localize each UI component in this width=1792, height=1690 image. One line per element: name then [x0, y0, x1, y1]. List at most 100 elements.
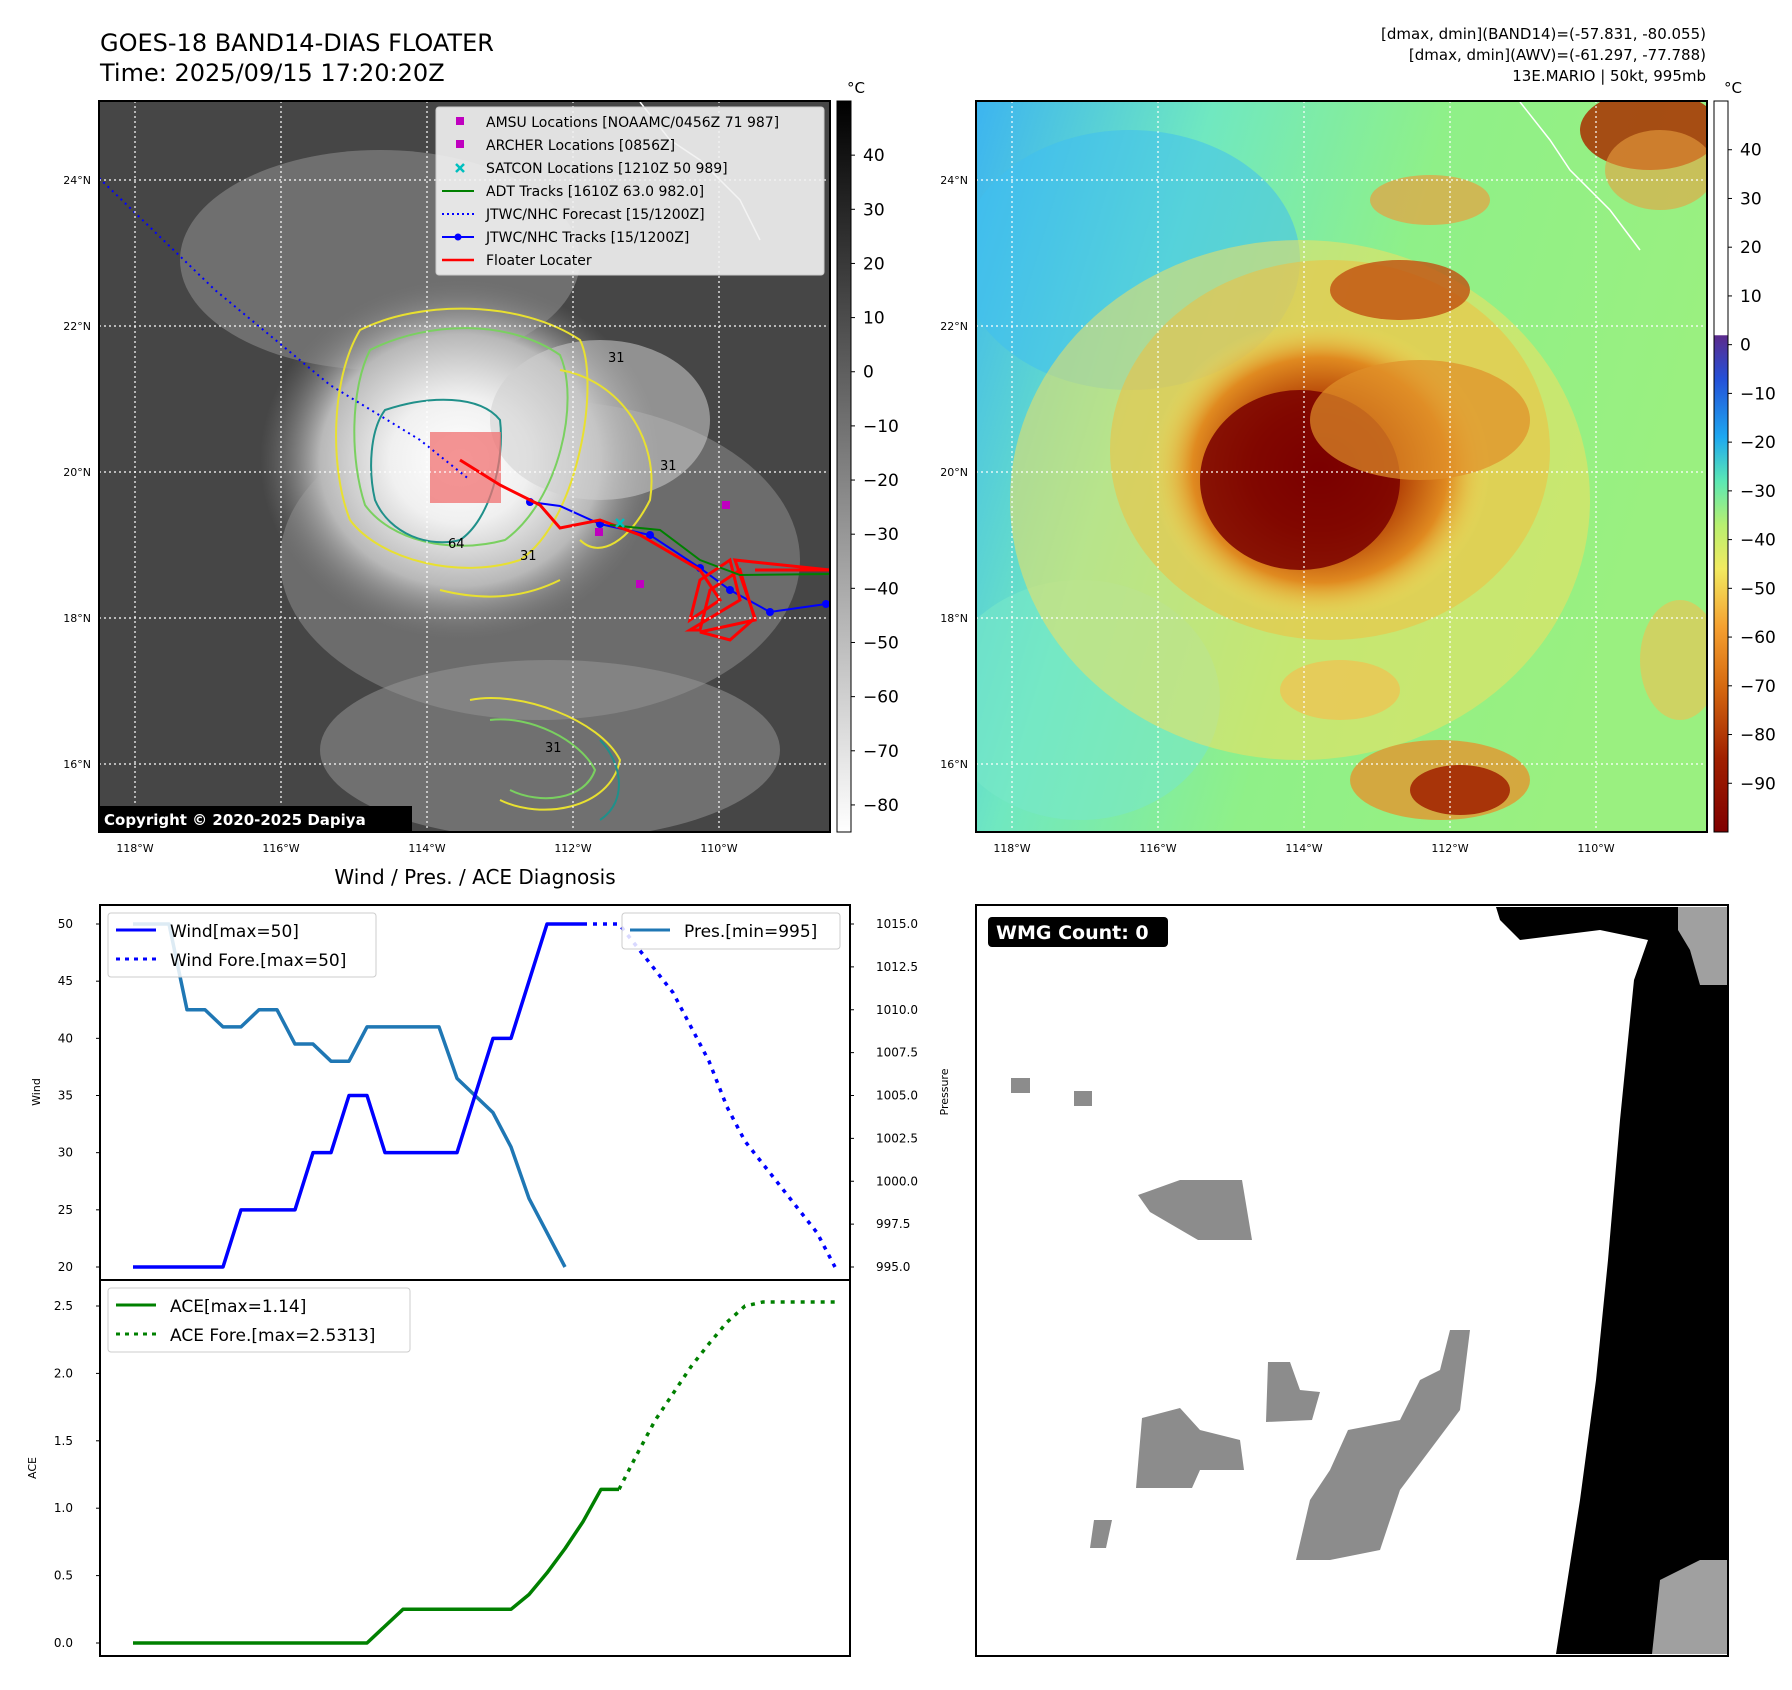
colorbar-tick-label: 30: [1740, 189, 1762, 209]
colorbar2: [1713, 100, 1729, 833]
contour-label-2: 31: [520, 549, 537, 564]
info-awv: [dmax, dmin](AWV)=(-61.297, -77.788): [1409, 46, 1706, 64]
wmg-panel: WMG Count: 0: [975, 904, 1729, 1657]
colorbar-tick-label: −70: [863, 742, 899, 762]
legend-amsu-icon: [456, 117, 464, 125]
wind-plot: [133, 922, 837, 1269]
figure-title: GOES-18 BAND14-DIAS FLOATER: [100, 29, 494, 57]
colorbar-tick-label: −60: [863, 688, 899, 708]
lon-tick-label: 118°W: [116, 842, 153, 855]
lon-tick-label: 110°W: [1577, 842, 1614, 855]
legend-tracks: JTWC/NHC Tracks [15/1200Z]: [485, 230, 689, 246]
pressure-tick-label: 1005.0: [876, 1089, 918, 1103]
colorbar-tick-label: −30: [863, 525, 899, 545]
colorbar-tick-label: −70: [1740, 677, 1776, 697]
wind-tick-label: 25: [58, 1203, 73, 1217]
pressure-tick-label: 1000.0: [876, 1174, 918, 1188]
colorbar2-unit: °C: [1724, 79, 1742, 97]
adt-track: [609, 524, 830, 577]
colorbar-tick-label: −10: [1740, 384, 1776, 404]
lat-tick-label: 16°N: [63, 758, 91, 771]
legend-satcon-icon: [455, 163, 465, 173]
wind-tick-label: 50: [58, 917, 73, 931]
ir-lat-labels: 24°N 22°N 20°N 18°N 16°N: [63, 174, 91, 771]
lat-tick-label: 24°N: [63, 174, 91, 187]
colorbar-tick-label: −20: [863, 471, 899, 491]
lon-tick-label: 114°W: [408, 842, 445, 855]
colorbar-tick-label: −40: [863, 579, 899, 599]
lon-tick-label: 116°W: [1139, 842, 1176, 855]
wind-tick-label: 40: [58, 1031, 73, 1045]
legend-archer-icon: [456, 140, 464, 148]
contour-label-4: 31: [660, 459, 677, 474]
lon-tick-label: 110°W: [700, 842, 737, 855]
wind-forecast-line: [583, 922, 837, 1268]
amsu-marker: [722, 501, 730, 509]
colorbar2-ticks: 40 30 20 10 0 −10 −20 −30 −40 −50 −60 −70 −80 −90: [1728, 141, 1776, 794]
legend-archer: ARCHER Locations [0856Z]: [486, 138, 675, 154]
wmg-count: WMG Count: 0: [996, 922, 1149, 944]
lat-tick-label: 16°N: [940, 758, 968, 771]
pressure-ylabel: Pressure: [938, 1068, 951, 1115]
colorbar-tick-label: 0: [1740, 336, 1751, 356]
colorbar-tick-label: −80: [863, 796, 899, 816]
ace-tick-label: 0.5: [54, 1569, 73, 1583]
pressure-tick-label: 1012.5: [876, 960, 918, 974]
colorbar-tick-label: 40: [1740, 141, 1762, 161]
colorbar1-ticks: 40 30 20 10 0 −10 −20 −30 −40 −50 −60 −70 −80: [851, 146, 899, 816]
ace-tick-label: 1.5: [54, 1434, 73, 1448]
pressure-tick-label: 997.5: [876, 1217, 910, 1231]
figure-time: Time: 2025/09/15 17:20:20Z: [99, 59, 445, 87]
contour-label-5: 31: [545, 741, 562, 756]
colorbar-tick-label: 40: [863, 146, 885, 166]
ace-tick-label: 1.0: [54, 1501, 73, 1515]
awv-map-panel: 24°N 22°N 20°N 18°N 16°N 118°W 116°W 114°W 112°…: [940, 79, 1776, 855]
lon-tick-label: 118°W: [993, 842, 1030, 855]
lon-tick-label: 112°W: [1431, 842, 1468, 855]
lat-tick-label: 22°N: [940, 320, 968, 333]
ir-lon-labels: 118°W 116°W 114°W 112°W 110°W: [116, 842, 737, 855]
lat-tick-label: 18°N: [63, 612, 91, 625]
colorbar-tick-label: 10: [1740, 287, 1762, 307]
wmg-black-region: [1496, 907, 1727, 1654]
lon-tick-label: 116°W: [262, 842, 299, 855]
pressure-tick-label: 1002.5: [876, 1131, 918, 1145]
wind-tick-label: 20: [58, 1260, 73, 1274]
lat-tick-label: 20°N: [63, 466, 91, 479]
legend-amsu: AMSU Locations [NOAAMC/0456Z 71 987]: [486, 115, 779, 131]
colorbar1: [836, 100, 852, 833]
colorbar-tick-label: −60: [1740, 628, 1776, 648]
floater-box: [430, 432, 501, 503]
awv-lat-labels: 24°N 22°N 20°N 18°N 16°N: [940, 174, 968, 771]
wmg-gray-blobs: [1011, 1078, 1470, 1560]
lat-tick-label: 24°N: [940, 174, 968, 187]
colorbar-tick-label: 0: [863, 363, 874, 383]
ace-ylabel: ACE: [26, 1457, 39, 1479]
pressure-ticks: 1015.0 1012.5 1010.0 1007.5 1005.0 1002.5 1000…: [850, 917, 918, 1274]
legend-adt: ADT Tracks [1610Z 63.0 982.0]: [486, 184, 704, 200]
lat-tick-label: 20°N: [940, 466, 968, 479]
pressure-tick-label: 995.0: [876, 1260, 910, 1274]
wind-legend: Wind[max=50] Wind Fore.[max=50]: [107, 912, 377, 978]
pressure-line: [133, 922, 567, 1268]
wind-line: [133, 922, 583, 1269]
contour-label-1: 64: [448, 537, 465, 552]
wind-ylabel: Wind: [30, 1078, 43, 1106]
lat-tick-label: 18°N: [940, 612, 968, 625]
awv-gridlines: [976, 101, 1707, 832]
colorbar-tick-label: −80: [1740, 726, 1776, 746]
pressure-tick-label: 1007.5: [876, 1046, 918, 1060]
legend-pressure: Pres.[min=995]: [684, 922, 817, 942]
ace-tick-label: 2.5: [54, 1299, 73, 1313]
pressure-tick-label: 1010.0: [876, 1003, 918, 1017]
colorbar-tick-label: −90: [1740, 774, 1776, 794]
ace-ticks: 2.5 2.0 1.5 1.0 0.5 0.0: [54, 1299, 100, 1650]
diagnosis-panel: Wind / Pres. / ACE Diagnosis Wind Pressu…: [26, 865, 951, 1657]
legend-wind: Wind[max=50]: [170, 922, 299, 942]
info-band14: [dmax, dmin](BAND14)=(-57.831, -80.055): [1381, 25, 1706, 43]
colorbar-tick-label: 10: [863, 309, 885, 329]
wind-tick-label: 45: [58, 974, 73, 988]
legend-ace-fore: ACE Fore.[max=2.5313]: [170, 1326, 375, 1346]
awv-lon-labels: 118°W 116°W 114°W 112°W 110°W: [993, 842, 1614, 855]
